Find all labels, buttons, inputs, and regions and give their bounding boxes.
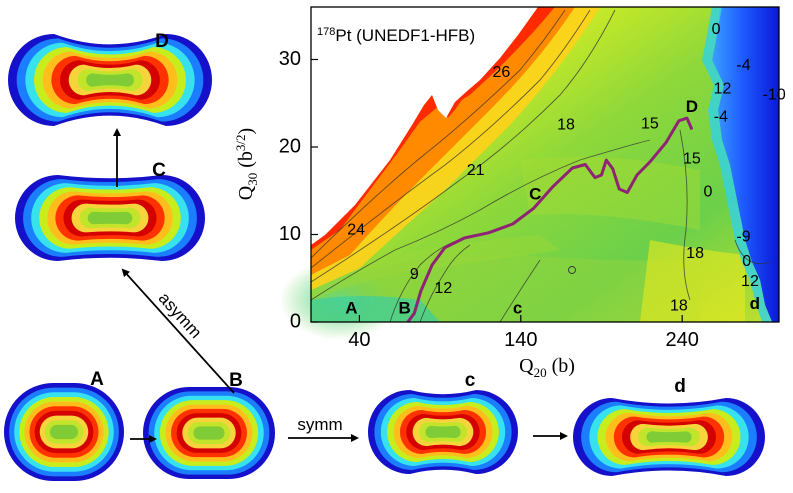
contour-label: 18 [557, 116, 575, 133]
contour-label: -4 [714, 108, 728, 125]
y-label-sub: 30 [245, 173, 260, 186]
fission-path [406, 116, 694, 323]
arrow-B-to-C [121, 268, 235, 394]
shape-label-D: D [155, 31, 169, 52]
density-ring [646, 431, 692, 443]
x-label-sym: Q [519, 355, 534, 377]
x-tick-label: 240 [665, 329, 698, 351]
shape-label-d: d [674, 376, 686, 397]
density-ring [87, 211, 133, 225]
point-label-c: c [513, 298, 522, 317]
x-label-unit: (b) [547, 355, 575, 377]
point-label-A: A [345, 298, 357, 317]
y-axis-ticks: 0 10 20 30 [279, 48, 318, 332]
density-ring [193, 426, 225, 440]
contour-label: 15 [641, 115, 659, 132]
x-tick-label: 40 [348, 329, 370, 351]
contour-label: 24 [347, 221, 365, 238]
shape-d-blob [573, 398, 765, 476]
density-ring [49, 424, 79, 440]
nuclear-shapes [4, 34, 765, 481]
contour-label: 9 [410, 266, 419, 283]
title-element: Pt [335, 26, 351, 45]
title-model: (UNEDF1-HFB) [351, 26, 475, 45]
density-ring [86, 73, 134, 87]
contour-label: 21 [467, 162, 485, 179]
point-label-D: D [686, 97, 698, 116]
point-label-d: d [750, 294, 760, 313]
shape-label-B: B [229, 370, 243, 391]
contour-label: 26 [493, 64, 511, 81]
contour-label: 0 [742, 253, 751, 270]
contour-label: 18 [670, 297, 688, 314]
y-tick-label: 30 [279, 48, 301, 70]
contour-label: 12 [741, 273, 759, 290]
symm-label: symm [297, 415, 342, 434]
y-label-close: ) [235, 128, 257, 135]
plot-frame [310, 6, 780, 323]
potential-energy-surface [280, 7, 779, 340]
contour-label: 0 [712, 21, 721, 38]
contour-label: -9 [736, 228, 750, 245]
contour-label: 12 [434, 280, 452, 297]
shape-B-blob [143, 387, 275, 479]
shape-c-blob [368, 390, 518, 474]
x-axis-label: Q20 (b) [519, 355, 575, 380]
y-tick-label: 10 [279, 223, 301, 245]
x-tick-label: 140 [504, 329, 537, 351]
shape-label-C: C [152, 160, 166, 181]
shape-C-blob [15, 175, 205, 261]
y-tick-label: 0 [290, 310, 301, 332]
x-label-sub: 20 [534, 365, 547, 380]
arrows [113, 128, 568, 443]
contour-label: -10 [763, 87, 786, 104]
density-ring [425, 425, 461, 439]
contour-label: 15 [683, 150, 701, 167]
shape-D-blob [8, 34, 212, 126]
shape-A-blob [4, 383, 124, 481]
point-label-C: C [529, 185, 541, 204]
y-label-sup: 3/2 [233, 134, 248, 151]
shape-label-c: c [465, 370, 476, 391]
y-axis-label: Q30 (b3/2) [233, 128, 260, 200]
contour-label: -4 [736, 57, 750, 74]
y-label-unit: (b [235, 151, 257, 173]
contour-label: 0 [704, 184, 713, 201]
y-label-sym: Q [235, 185, 257, 200]
contour-label: 12 [714, 80, 732, 97]
shape-label-A: A [90, 369, 104, 390]
plot-title: 178Pt (UNEDF1-HFB) [317, 26, 475, 45]
title-mass: 178 [317, 26, 335, 38]
contour-label: 18 [686, 245, 704, 262]
y-tick-label: 20 [279, 135, 301, 157]
point-label-B: B [398, 298, 410, 317]
x-axis-ticks: 40 140 240 [348, 315, 699, 351]
